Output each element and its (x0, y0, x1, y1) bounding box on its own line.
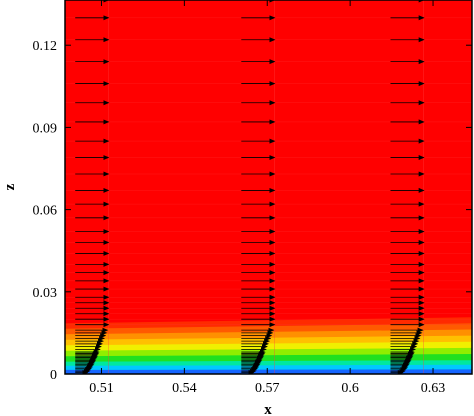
velocity-vectors (75, 0, 425, 374)
y-tick-label: 0.03 (33, 286, 58, 301)
x-tick-label: 0.51 (89, 381, 114, 396)
x-tick-label: 0.63 (421, 381, 446, 396)
plot-area (65, 0, 472, 374)
y-tick-label: 0.12 (33, 39, 58, 54)
plot-frame (64, 0, 473, 375)
x-axis: 0.51 0.54 0.57 0.6 0.63 (89, 0, 445, 396)
x-tick-label: 0.54 (172, 381, 197, 396)
y-axis: 0 0.03 0.06 0.09 0.12 (33, 39, 472, 383)
contour-band (65, 369, 472, 374)
y-tick-label: 0 (50, 368, 57, 383)
y-tick-label: 0.06 (33, 204, 58, 219)
velocity-field-background (65, 0, 472, 374)
y-tick-label: 0.09 (33, 121, 58, 136)
x-tick-label: 0.6 (341, 381, 359, 396)
y-axis-title: z (2, 183, 18, 190)
x-tick-label: 0.57 (255, 381, 280, 396)
contour-bands (65, 317, 472, 374)
x-axis-title: x (264, 402, 272, 416)
